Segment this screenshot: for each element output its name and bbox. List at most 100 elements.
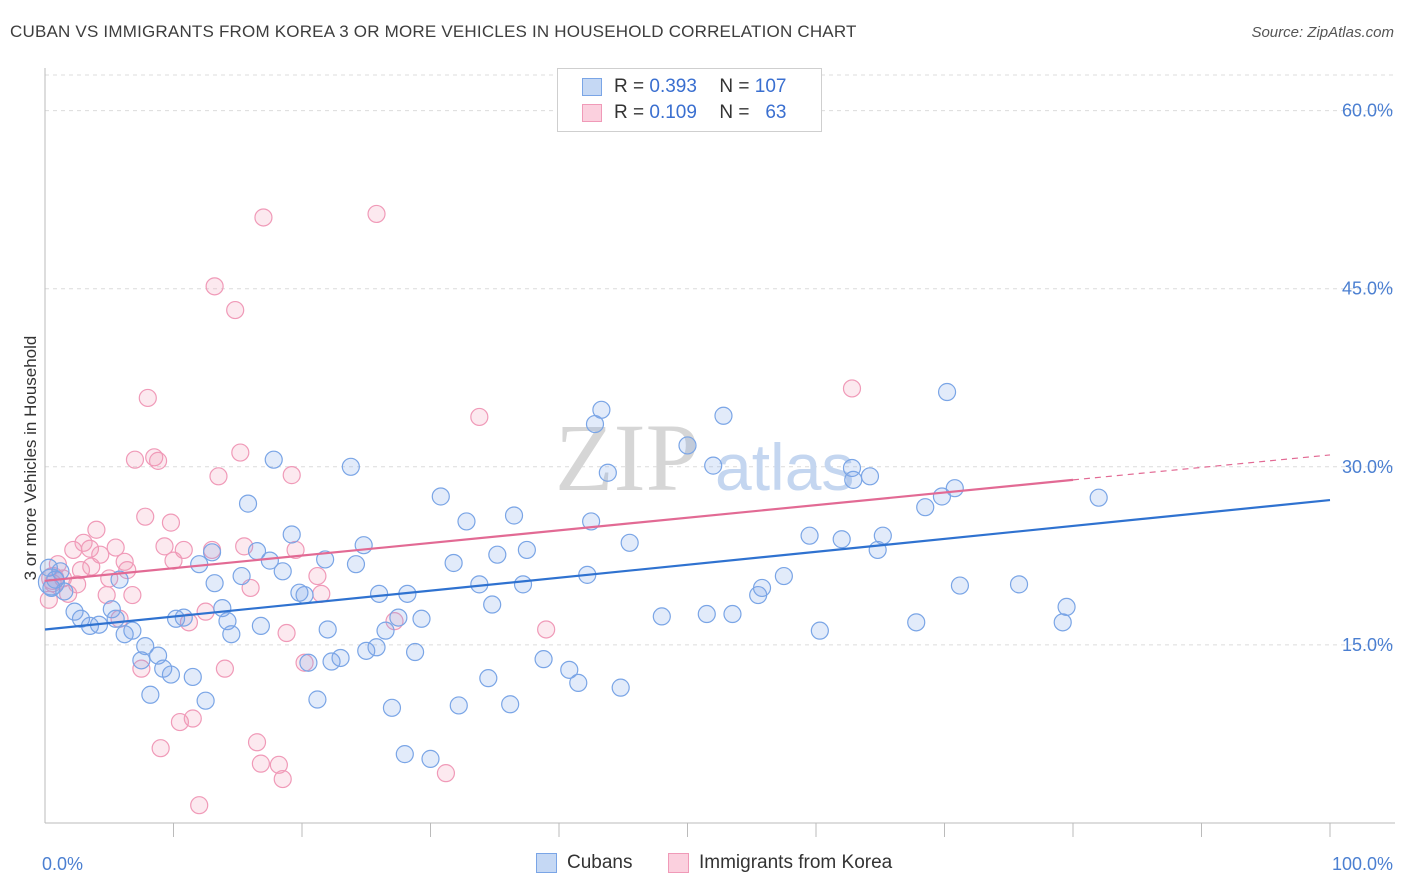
- korea-point: [312, 584, 331, 603]
- cuban-point: [723, 604, 742, 624]
- korea-point: [118, 561, 137, 580]
- cuban-point: [860, 467, 880, 486]
- cuban-point: [714, 406, 733, 425]
- x-tick-label: 100.0%: [1332, 854, 1393, 874]
- cuban-point: [945, 479, 964, 498]
- cuban-point: [611, 678, 630, 697]
- cuban-point: [678, 436, 697, 455]
- cuban-point: [752, 578, 772, 598]
- cuban-point: [560, 660, 579, 679]
- legend-label: Cubans: [567, 852, 633, 873]
- cuban-point: [132, 651, 151, 670]
- cuban-point: [449, 696, 468, 715]
- cuban-point: [205, 574, 224, 593]
- cuban-point: [1009, 575, 1029, 594]
- korea-swatch: [582, 104, 602, 122]
- korea-point: [282, 466, 301, 485]
- axes: [44, 68, 1395, 837]
- cuban-point: [395, 745, 414, 764]
- cuban-point: [376, 621, 395, 640]
- korea-point: [295, 653, 314, 672]
- y-tick-label: 60.0%: [1342, 101, 1393, 121]
- korea-point: [537, 620, 556, 639]
- n-label: N =: [719, 102, 750, 123]
- korea-point: [367, 204, 386, 224]
- cuban-point: [238, 494, 258, 513]
- r-label: R =: [614, 76, 645, 97]
- cuban-point: [444, 553, 463, 573]
- cuban-point: [517, 540, 536, 560]
- korea-trend-extension: [1072, 454, 1331, 481]
- cuban-point: [569, 673, 588, 692]
- cuban-points: [37, 382, 1108, 768]
- r-label: R =: [614, 102, 645, 123]
- cuban-point: [488, 545, 507, 564]
- cuban-point: [331, 648, 350, 668]
- korea-point: [205, 277, 224, 296]
- cuban-point: [800, 526, 819, 545]
- cuban-point: [166, 609, 186, 628]
- y-axis-label: 3 or more Vehicles in Household: [21, 336, 40, 581]
- cuban-point: [102, 600, 121, 619]
- cuban-point: [282, 525, 301, 544]
- korea-point: [151, 739, 170, 758]
- cuban-point: [457, 512, 476, 531]
- korea-points: [39, 204, 862, 815]
- tick-labels: 15.0% 30.0% 45.0% 60.0% 0.0% 100.0%: [42, 101, 1393, 874]
- legend-label: Immigrants from Korea: [699, 852, 893, 873]
- legend-item-cubans: Cubans: [536, 852, 633, 874]
- cuban-point: [183, 667, 202, 687]
- cuban-point: [222, 625, 241, 644]
- korea-point: [48, 555, 67, 574]
- korea-point: [91, 545, 110, 564]
- cuban-point: [431, 487, 450, 506]
- korea-point: [269, 755, 288, 774]
- korea-point: [308, 566, 327, 586]
- cuban-point: [232, 566, 251, 586]
- cubans-swatch: [536, 853, 557, 873]
- legend-row-cubans: R = 0.393 N = 107: [582, 75, 786, 99]
- cuban-point: [704, 456, 723, 475]
- korea-point: [136, 507, 155, 526]
- cuban-point: [873, 526, 892, 545]
- y-tick-label: 45.0%: [1342, 279, 1393, 299]
- korea-point: [155, 537, 174, 556]
- cuban-point: [483, 595, 502, 614]
- cuban-point: [65, 602, 84, 621]
- korea-trend-line: [44, 478, 1074, 582]
- cuban-point: [251, 616, 270, 636]
- r-value: 0.109: [649, 102, 697, 123]
- n-value: 63: [765, 102, 787, 123]
- cuban-point: [1057, 597, 1076, 617]
- cuban-point: [273, 562, 292, 581]
- korea-point: [251, 754, 270, 773]
- cuban-point: [774, 566, 793, 586]
- cuban-point: [620, 533, 639, 552]
- r-value: 0.393: [649, 76, 697, 97]
- cuban-point: [295, 585, 314, 605]
- cuban-point: [412, 609, 431, 628]
- cuban-point: [810, 621, 829, 640]
- chart-title: CUBAN VS IMMIGRANTS FROM KOREA 3 OR MORE…: [10, 22, 857, 41]
- trend-lines: [44, 454, 1331, 631]
- korea-point: [174, 540, 193, 560]
- n-label: N =: [719, 76, 750, 97]
- korea-point: [842, 379, 862, 398]
- korea-point: [277, 623, 296, 643]
- cuban-point: [37, 568, 66, 596]
- korea-point: [470, 407, 489, 427]
- cuban-point: [405, 642, 425, 662]
- cuban-point: [652, 607, 671, 626]
- cuban-point: [907, 613, 926, 632]
- cuban-point: [534, 650, 553, 669]
- cuban-point: [937, 382, 957, 402]
- source-label: Source: ZipAtlas.com: [1251, 24, 1394, 41]
- cuban-point: [916, 498, 935, 517]
- korea-point: [87, 520, 106, 539]
- cuban-point: [697, 604, 716, 624]
- cuban-point: [513, 575, 533, 594]
- cuban-point: [196, 691, 215, 710]
- grid-lines: [45, 74, 1395, 646]
- korea-point: [125, 450, 145, 469]
